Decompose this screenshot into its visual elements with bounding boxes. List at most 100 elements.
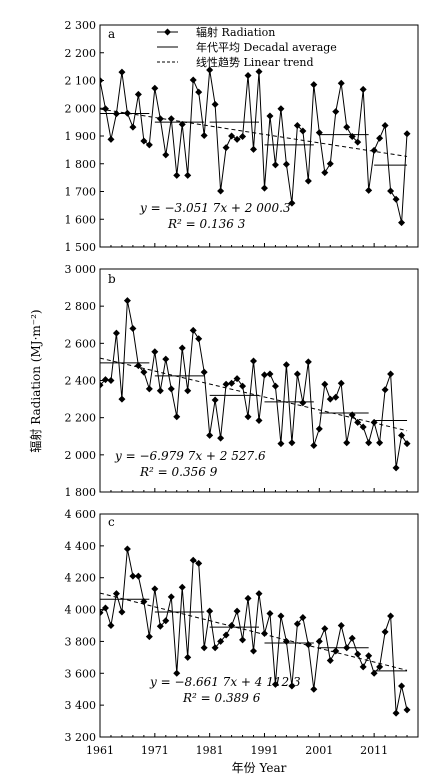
radiation-point (392, 195, 400, 203)
radiation-point (381, 386, 389, 394)
y-tick-label: 3 800 (65, 635, 97, 648)
radiation-point (222, 144, 230, 152)
plot-frame (99, 513, 419, 738)
radiation-point (134, 90, 142, 98)
radiation-point (239, 636, 247, 644)
radiation-point (156, 622, 164, 630)
panel-label-b: b (108, 272, 116, 286)
y-tick-label: 4 000 (65, 604, 97, 617)
radiation-point (260, 629, 268, 637)
radiation-point (359, 663, 367, 671)
radiation-point (123, 109, 131, 117)
radiation-point (101, 604, 109, 612)
radiation-point (250, 647, 258, 655)
radiation-point (211, 396, 219, 404)
panel-label-c: c (108, 515, 115, 529)
radiation-point (321, 625, 329, 633)
radiation-point (326, 160, 334, 168)
radiation-point (178, 120, 186, 128)
radiation-point (326, 395, 334, 403)
radiation-point (260, 184, 268, 192)
y-tick-label: 2 000 (65, 449, 97, 462)
y-tick-label: 2 300 (65, 19, 97, 32)
radiation-point (189, 76, 197, 84)
radiation-point (233, 607, 241, 615)
radiation-point (255, 590, 263, 598)
radiation-point (348, 133, 356, 141)
radiation-point (304, 358, 312, 366)
radiation-point (228, 622, 236, 629)
radiation-point (244, 594, 252, 602)
radiation-point (266, 610, 274, 618)
equation-c: y = −8.661 7x + 4 112.3 (149, 675, 301, 689)
y-tick-label: 3 200 (65, 731, 97, 744)
panel-a: 1 500 1 600 1 700 1 800 1 900 2 000 2 100 2 200… (65, 19, 419, 254)
radiation-point (282, 637, 290, 645)
radiation-point (403, 440, 411, 448)
radiation-point (354, 418, 362, 426)
radiation-point (100, 609, 104, 617)
radiation-point (376, 134, 384, 142)
radiation-point (304, 641, 312, 649)
equation-a: y = −3.051 7x + 2 000.3 (139, 201, 291, 215)
radiation-point (392, 709, 400, 717)
radiation-point (266, 370, 274, 378)
radiation-point (365, 439, 373, 447)
radiation-point (145, 633, 153, 641)
equation-b: y = −6.979 7x + 2 527.6 (114, 449, 266, 463)
radiation-point (403, 706, 411, 714)
radiation-point (184, 171, 192, 179)
radiation-point (310, 81, 318, 89)
radiation-point (359, 423, 367, 431)
radiation-point (310, 442, 318, 450)
radiation-point (288, 439, 296, 447)
radiation-point (370, 669, 378, 677)
radiation-point (343, 644, 351, 652)
radiation-point (321, 169, 329, 177)
radiation-point (239, 133, 247, 141)
radiation-point (123, 297, 131, 305)
y-tick-label: 2 000 (65, 102, 97, 115)
radiation-point (332, 108, 340, 116)
radiation-point (282, 160, 290, 168)
radiation-point (107, 622, 115, 629)
radiation-point (217, 434, 225, 442)
radiation-point (403, 130, 411, 138)
x-tick-label: 2011 (360, 744, 388, 757)
radiation-point (140, 137, 148, 145)
radiation-point (244, 413, 252, 421)
radiation-point (156, 115, 164, 123)
radiation-point (206, 66, 214, 74)
radiation-point (315, 129, 323, 137)
legend-decadal-label: 年代平均 Decadal average (196, 40, 337, 54)
radiation-point (370, 418, 378, 426)
radiation-point (387, 187, 395, 195)
panel-b: 1 800 2 000 2 200 2 400 2 600 2 800 3 000 (65, 263, 419, 499)
radiation-point (266, 112, 274, 120)
radiation-point (337, 622, 345, 629)
legend-radiation-label: 辐射 Radiation (196, 25, 275, 39)
radiation-point (233, 135, 241, 143)
y-tick-label: 1 800 (65, 158, 97, 171)
radiation-point (195, 335, 203, 343)
y-tick-label: 1 900 (65, 130, 97, 143)
plot-area (100, 66, 411, 227)
r2-c: R² = 0.389 6 (182, 691, 261, 705)
trend-line (100, 592, 408, 671)
radiation-point (271, 382, 279, 390)
radiation-point (387, 612, 395, 620)
y-tick-label: 1 700 (65, 186, 97, 199)
y-tick-label: 3 400 (65, 699, 97, 712)
radiation-point (299, 614, 307, 622)
radiation-point (100, 77, 104, 84)
radiation-point (151, 84, 159, 92)
radiation-point (211, 100, 219, 108)
y-tick-label: 1 600 (65, 213, 97, 226)
radiation-point (189, 326, 197, 334)
legend: 辐射 Radiation 年代平均 Decadal average 线性趋势 L… (157, 25, 337, 69)
radiation-point (184, 387, 192, 395)
y-tick-label: 2 800 (65, 300, 97, 313)
radiation-point (107, 377, 115, 384)
x-axis-label: 年份 Year (232, 761, 287, 775)
plot-area (100, 297, 411, 472)
